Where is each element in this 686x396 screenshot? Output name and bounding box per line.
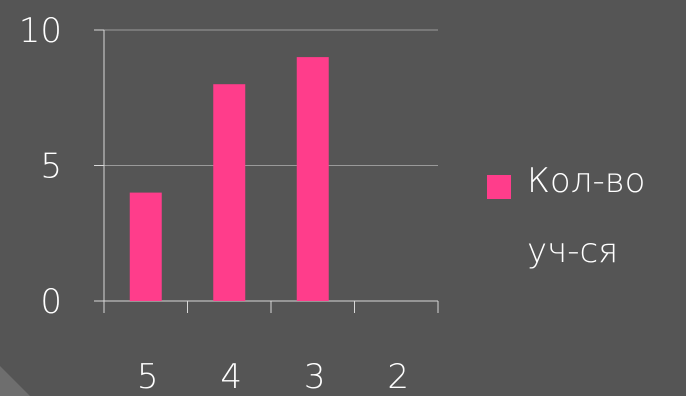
legend-label: Кол-во уч-ся	[527, 161, 646, 271]
y-tick-label: 0	[40, 282, 62, 322]
x-tick-label: 2	[387, 357, 409, 396]
x-tick-label: 4	[220, 357, 242, 396]
bar	[296, 57, 329, 301]
legend-swatch	[487, 175, 511, 199]
x-tick-labels: 5 4 3 2	[137, 357, 409, 396]
y-tick-label: 10	[19, 11, 62, 51]
y-tick-label: 5	[40, 147, 62, 187]
decorative-corner-shape	[0, 366, 30, 396]
bars	[129, 57, 329, 301]
x-tick-label: 5	[137, 357, 159, 396]
bar	[129, 192, 162, 301]
x-tick-label: 3	[304, 357, 326, 396]
y-tick-labels: 0 5 10	[19, 11, 62, 322]
bar	[213, 84, 246, 301]
gridlines	[104, 29, 438, 166]
